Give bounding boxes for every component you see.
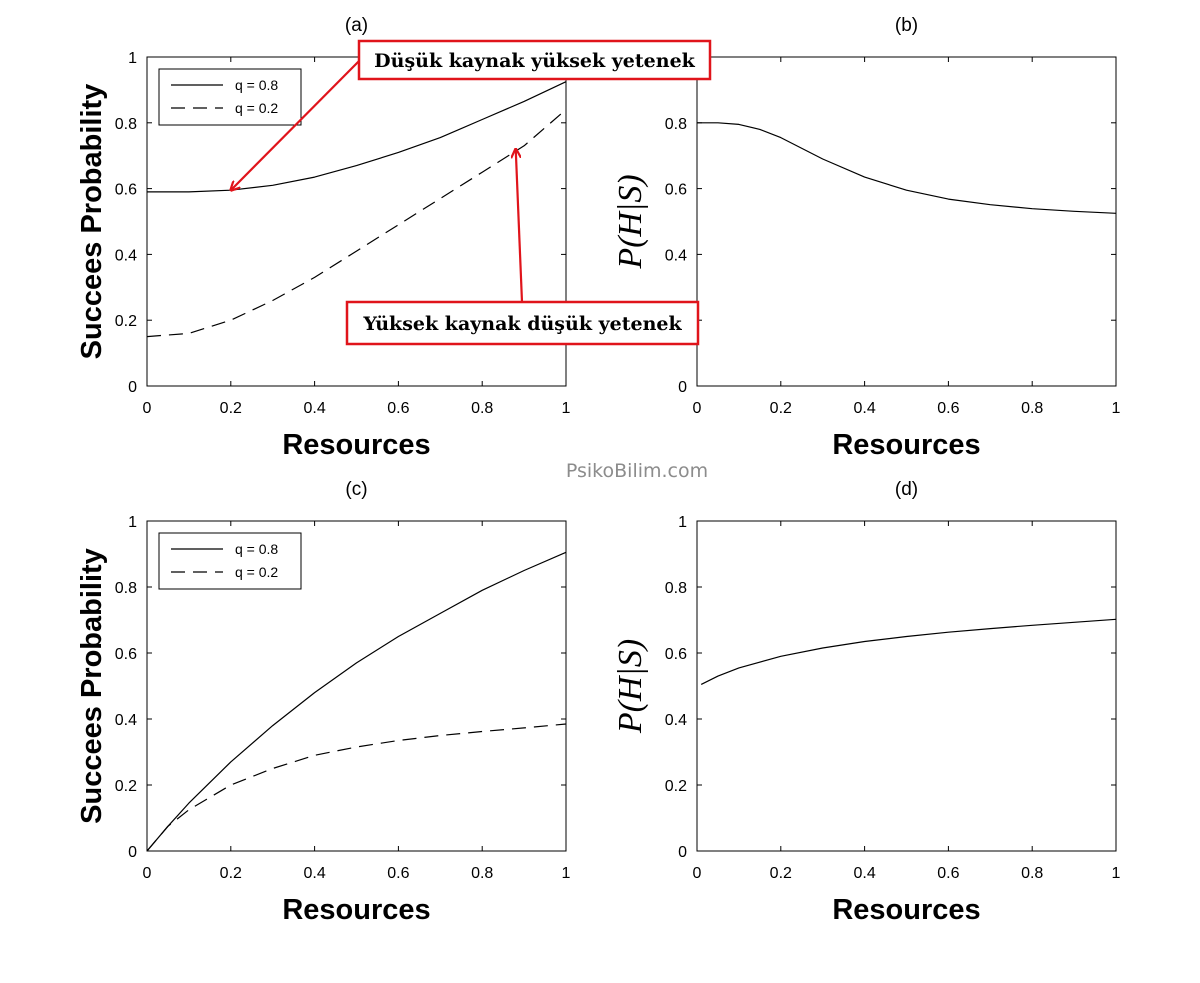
x-tick-label: 0.4 xyxy=(303,865,325,882)
legend-entry: q = 0.2 xyxy=(235,100,278,116)
x-tick-label: 0.2 xyxy=(770,400,792,417)
series-line-s0 xyxy=(700,618,1117,685)
y-tick-label: 0 xyxy=(678,844,687,861)
x-axis-label: Resources xyxy=(282,429,430,461)
y-tick-label: 0.8 xyxy=(115,580,137,597)
series-line-q-0-8 xyxy=(147,81,567,193)
x-tick-label: 0.8 xyxy=(1021,865,1043,882)
chart-panel-c: 0 0.2 0.4 0.6 0.8 1 0 0.2 0.4 0.6 0.8 1 (c) Resources… xyxy=(76,479,571,926)
x-axis-label: Resources xyxy=(832,894,980,926)
x-tick-label: 0 xyxy=(143,400,152,417)
x-tick-label: 0.4 xyxy=(853,400,875,417)
annotation-text: Düşük kaynak yüksek yetenek xyxy=(374,50,695,72)
legend-box xyxy=(158,68,302,126)
x-tick-label: 0.2 xyxy=(770,865,792,882)
legend-entry: q = 0.8 xyxy=(235,77,278,93)
x-tick-label: 0.6 xyxy=(387,865,409,882)
y-tick-label: 0.2 xyxy=(665,778,687,795)
axes-box xyxy=(696,56,1117,387)
x-tick-label: 0.2 xyxy=(220,400,242,417)
annotation-box xyxy=(357,39,712,81)
legend-box xyxy=(158,532,302,590)
y-axis-label: P(H|S) xyxy=(612,639,649,734)
y-tick-label: 0.4 xyxy=(665,712,687,729)
annotation-text: Yüksek kaynak düşük yetenek xyxy=(362,313,682,335)
series-line-q-0-2 xyxy=(146,109,567,338)
x-tick-label: 0 xyxy=(143,865,152,882)
y-tick-label: 1 xyxy=(678,514,687,531)
x-tick-label: 0.4 xyxy=(853,865,875,882)
x-tick-label: 0.8 xyxy=(471,865,493,882)
legend-entry: q = 0.8 xyxy=(235,541,278,557)
y-tick-label: 0.6 xyxy=(115,182,137,199)
x-tick-label: 0.8 xyxy=(471,400,493,417)
series-line-q-0-2 xyxy=(146,723,567,852)
x-axis-label: Resources xyxy=(282,894,430,926)
y-tick-label: 0.2 xyxy=(115,313,137,330)
y-axis-label: Succees Probability xyxy=(76,548,108,824)
y-axis-label: P(H|S) xyxy=(612,174,649,269)
y-tick-label: 0.4 xyxy=(115,247,137,264)
x-tick-label: 0 xyxy=(693,400,702,417)
y-tick-label: 0.4 xyxy=(665,247,687,264)
x-tick-label: 0.6 xyxy=(937,865,959,882)
y-tick-label: 1 xyxy=(128,514,137,531)
x-tick-label: 0.6 xyxy=(387,400,409,417)
y-tick-label: 1 xyxy=(128,50,137,67)
axes-box xyxy=(696,520,1117,852)
series-line-q-0-8 xyxy=(146,551,567,852)
x-tick-label: 1 xyxy=(1112,400,1121,417)
annotation-box xyxy=(345,300,700,346)
x-tick-label: 0.6 xyxy=(937,400,959,417)
axes-box xyxy=(146,520,567,852)
x-tick-label: 1 xyxy=(562,400,571,417)
x-tick-label: 0 xyxy=(693,865,702,882)
watermark-text: PsikoBilim.com xyxy=(566,460,708,482)
x-tick-label: 0.8 xyxy=(1021,400,1043,417)
y-axis-label: Succees Probability xyxy=(76,84,108,360)
y-tick-label: 0 xyxy=(128,844,137,861)
y-tick-label: 0.6 xyxy=(665,646,687,663)
y-tick-label: 0.6 xyxy=(665,182,687,199)
y-tick-label: 0 xyxy=(128,379,137,396)
panel-title: (c) xyxy=(345,479,367,500)
axes-box xyxy=(146,56,567,387)
x-axis-label: Resources xyxy=(832,429,980,461)
panel-title: (b) xyxy=(895,15,918,36)
chart-panel-d: 0 0.2 0.4 0.6 0.8 1 0 0.2 0.4 0.6 0.8 1 (d) Resources… xyxy=(612,479,1121,926)
chart-panel-a: 0 0.2 0.4 0.6 0.8 1 0 0.2 0.4 0.6 0.8 1 (a) Resources… xyxy=(76,15,571,461)
panel-title: (a) xyxy=(345,15,368,36)
series-line-s0 xyxy=(697,122,1117,214)
x-tick-label: 0.4 xyxy=(303,400,325,417)
x-tick-label: 1 xyxy=(1112,865,1121,882)
x-tick-label: 0.2 xyxy=(220,865,242,882)
y-tick-label: 0.8 xyxy=(665,116,687,133)
x-tick-label: 1 xyxy=(562,865,571,882)
annotation-arrow xyxy=(231,57,363,190)
y-tick-label: 0.6 xyxy=(115,646,137,663)
y-tick-label: 0 xyxy=(678,379,687,396)
panel-title: (d) xyxy=(895,479,918,500)
y-tick-label: 0.8 xyxy=(115,116,137,133)
y-tick-label: 0.4 xyxy=(115,712,137,729)
legend-entry: q = 0.2 xyxy=(235,564,278,580)
y-tick-label: 0.2 xyxy=(115,778,137,795)
chart-panel-b: 00.20.40.60.8100.20.40.60.8(b)ResourcesP… xyxy=(612,15,1121,461)
y-tick-label: 0.8 xyxy=(665,580,687,597)
annotation-arrow xyxy=(516,149,524,303)
